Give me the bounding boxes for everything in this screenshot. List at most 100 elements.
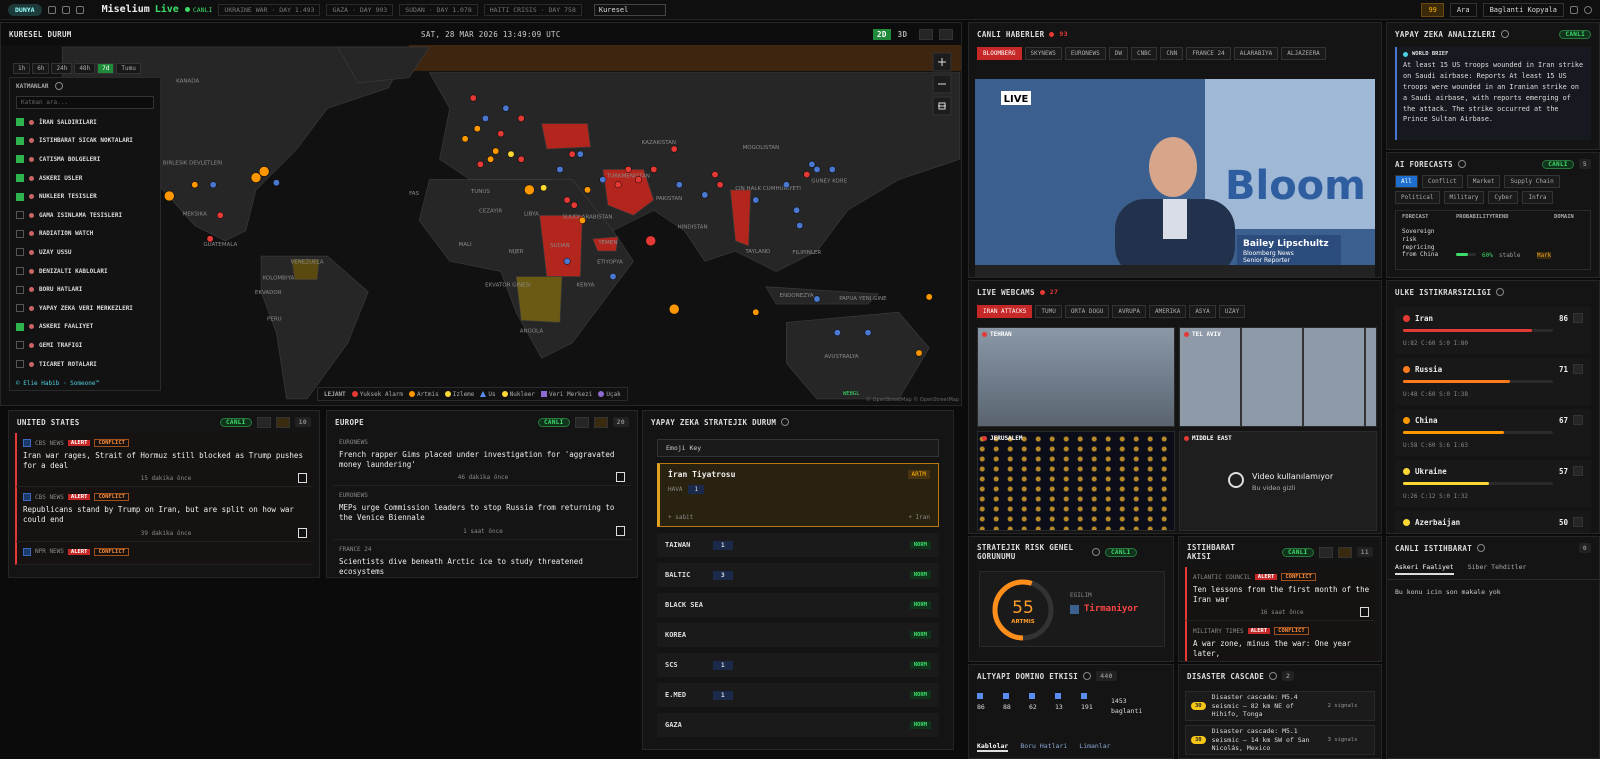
zoom-in[interactable] [932,52,952,72]
channel-tab[interactable]: CNBC [1130,47,1158,60]
news-item[interactable]: CBS NEWS ALERT CONFLICT Republicans stand b… [15,487,313,542]
forecast-tab[interactable]: Supply Chain [1504,175,1560,188]
bookmark-icon[interactable] [298,473,307,484]
bookmark-icon[interactable] [298,527,307,538]
layer-item[interactable]: TICARET ROTALARI [16,355,154,371]
webcam-tab[interactable]: AMERIKA [1149,305,1187,318]
forecast-tab[interactable]: Cyber [1488,191,1519,204]
settings-icon[interactable] [1584,5,1592,14]
layer-item[interactable]: GEMI TRAFIGI [16,336,154,355]
layer-item[interactable]: CATISMA BOLGELERI [16,150,154,169]
domino-tab[interactable]: Boru Hatlari [1020,742,1068,750]
ai-icon[interactable] [275,416,290,428]
layer-checkbox[interactable] [16,136,24,145]
bookmark-icon[interactable] [616,525,625,536]
fullscreen-icon[interactable] [919,28,933,40]
bookmark-icon[interactable] [1360,607,1369,618]
download-icon[interactable] [574,416,589,428]
webcam-tab[interactable]: ORTA DOGU [1064,305,1110,318]
forecast-tab[interactable]: All [1395,175,1418,188]
news-item[interactable]: MILITARY TIMES ALERT CONFLICT A war zone, m… [1185,621,1375,661]
share-icon[interactable] [1573,364,1583,374]
layer-checkbox[interactable] [16,322,24,331]
news-item[interactable]: CBS NEWS ALERT CONFLICT Iran war rages, Str… [15,433,313,488]
layer-checkbox[interactable] [16,248,24,257]
forecast-tab[interactable]: Market [1466,175,1501,188]
domino-tab[interactable]: Limanlar [1079,742,1111,750]
layer-checkbox[interactable] [16,267,24,276]
webcam-tab[interactable]: TUMU [1035,305,1062,318]
cascade-item[interactable]: 30 Disaster cascade: M5.4 seismic — 82 km… [1185,691,1375,721]
webcam-tile[interactable]: TEHRAN [977,327,1175,427]
country-row[interactable]: China 67 U:58 C:60 S:6 I:63 [1395,409,1591,456]
theater-row[interactable]: TAIWAN 1 NORM [657,533,939,557]
featured-theater[interactable]: İran Tiyatrosu ARTM HAVA 1 + sabit + Iran [657,463,939,527]
webcam-tile[interactable]: MIDDLE EAST Video kullanılamıyor Bu video … [1179,431,1377,531]
layer-checkbox[interactable] [16,285,24,294]
channel-tab[interactable]: EURONEWS [1064,47,1106,60]
layer-item[interactable]: DENIZALTI KABLOLARI [16,262,154,281]
webcam-tab[interactable]: UZAY [1218,305,1246,318]
view-mode[interactable]: 3D [897,29,908,39]
channel-tab[interactable]: DW [1108,47,1128,60]
time-range[interactable]: 7d [97,63,115,74]
theater-row[interactable]: BALTIC 3 NORM [657,563,939,587]
layer-item[interactable]: İRAN SALDIRILARI [16,113,154,132]
news-item[interactable]: EURONEWS MEPs urge Commission leaders to … [333,486,631,540]
channel-tab[interactable]: FRANCE 24 [1186,47,1231,60]
webcam-tile[interactable]: TEL AVIV [1179,327,1377,427]
layer-checkbox[interactable] [16,211,24,220]
forecast-tab[interactable]: Political [1395,191,1440,204]
channel-tab[interactable]: BLOOMBERG [977,47,1022,60]
country-row[interactable]: Ukraine 57 U:26 C:12 S:0 I:32 [1395,460,1591,507]
alerts-button[interactable]: 99 [1421,2,1444,17]
country-row[interactable]: Russia 71 U:48 C:60 S:0 I:38 [1395,358,1591,405]
theater-row[interactable]: KOREA NORM [657,623,939,647]
layer-item[interactable]: NUKLEER TESISLER [16,187,154,206]
share-icon[interactable] [1573,415,1583,425]
country-row[interactable]: Iran 86 U:82 C:60 S:0 I:80 [1395,307,1591,354]
webcam-tab[interactable]: IRAN ATTACKS [977,305,1033,318]
reset-view[interactable] [932,96,952,116]
layer-item[interactable]: BORU HATLARI [16,280,154,299]
webcam-tile[interactable]: JERUSALEM [977,431,1175,531]
icon[interactable] [61,5,70,14]
download-icon[interactable] [256,416,271,428]
layer-checkbox[interactable] [16,341,24,350]
channel-tab[interactable]: CNN [1160,47,1184,60]
pin-icon[interactable] [939,28,953,40]
copy-link-button[interactable]: Baglanti Kopyala [1482,2,1564,17]
channel-tab[interactable]: ALJAZEERA [1281,47,1326,60]
channel-tab[interactable]: SKYNEWS [1024,47,1062,60]
channel-tab[interactable]: ALARABIYA [1233,47,1279,60]
forecast-tab[interactable]: Military [1443,191,1485,204]
search-button[interactable]: Ara [1449,2,1477,17]
layer-item[interactable]: YAPAY ZEKA VERI MERKEZLERI [16,299,154,318]
forecast-tab[interactable]: Infra [1522,191,1553,204]
download-icon[interactable] [1318,546,1333,558]
theater-row[interactable]: SCS 1 NORM [657,653,939,677]
time-range[interactable]: 6h [32,63,50,74]
view-mode[interactable]: 2D [873,28,891,40]
theater-row[interactable]: GAZA NORM [657,713,939,737]
world-badge[interactable]: DUNYA [8,3,42,16]
layer-item[interactable]: GAMA ISINLAMA TESISLERI [16,206,154,225]
theater-row[interactable]: E.MED 1 NORM [657,683,939,707]
layer-checkbox[interactable] [16,155,24,164]
domino-tab[interactable]: Kablolar [977,742,1009,752]
time-range[interactable]: 24h [51,63,73,74]
share-icon[interactable] [1573,517,1583,527]
time-range[interactable]: 48h [74,63,96,74]
news-item[interactable]: ATLANTIC COUNCIL ALERT CONFLICT Ten lessons… [1185,567,1375,622]
share-icon[interactable] [1573,466,1583,476]
news-item[interactable]: FRANCE 24 Scientists dive beneath Arctic … [333,540,631,578]
bookmark-icon[interactable] [616,472,625,483]
theater-row[interactable]: BLACK SEA NORM [657,593,939,617]
share-icon[interactable] [1573,313,1583,323]
layer-item[interactable]: UZAY USSU [16,243,154,262]
zoom-out[interactable] [932,74,952,94]
emoji-key[interactable]: Emoji Key [657,439,939,457]
region-select[interactable]: Kuresel [593,3,666,16]
layer-checkbox[interactable] [16,229,24,238]
icon[interactable] [75,5,84,14]
